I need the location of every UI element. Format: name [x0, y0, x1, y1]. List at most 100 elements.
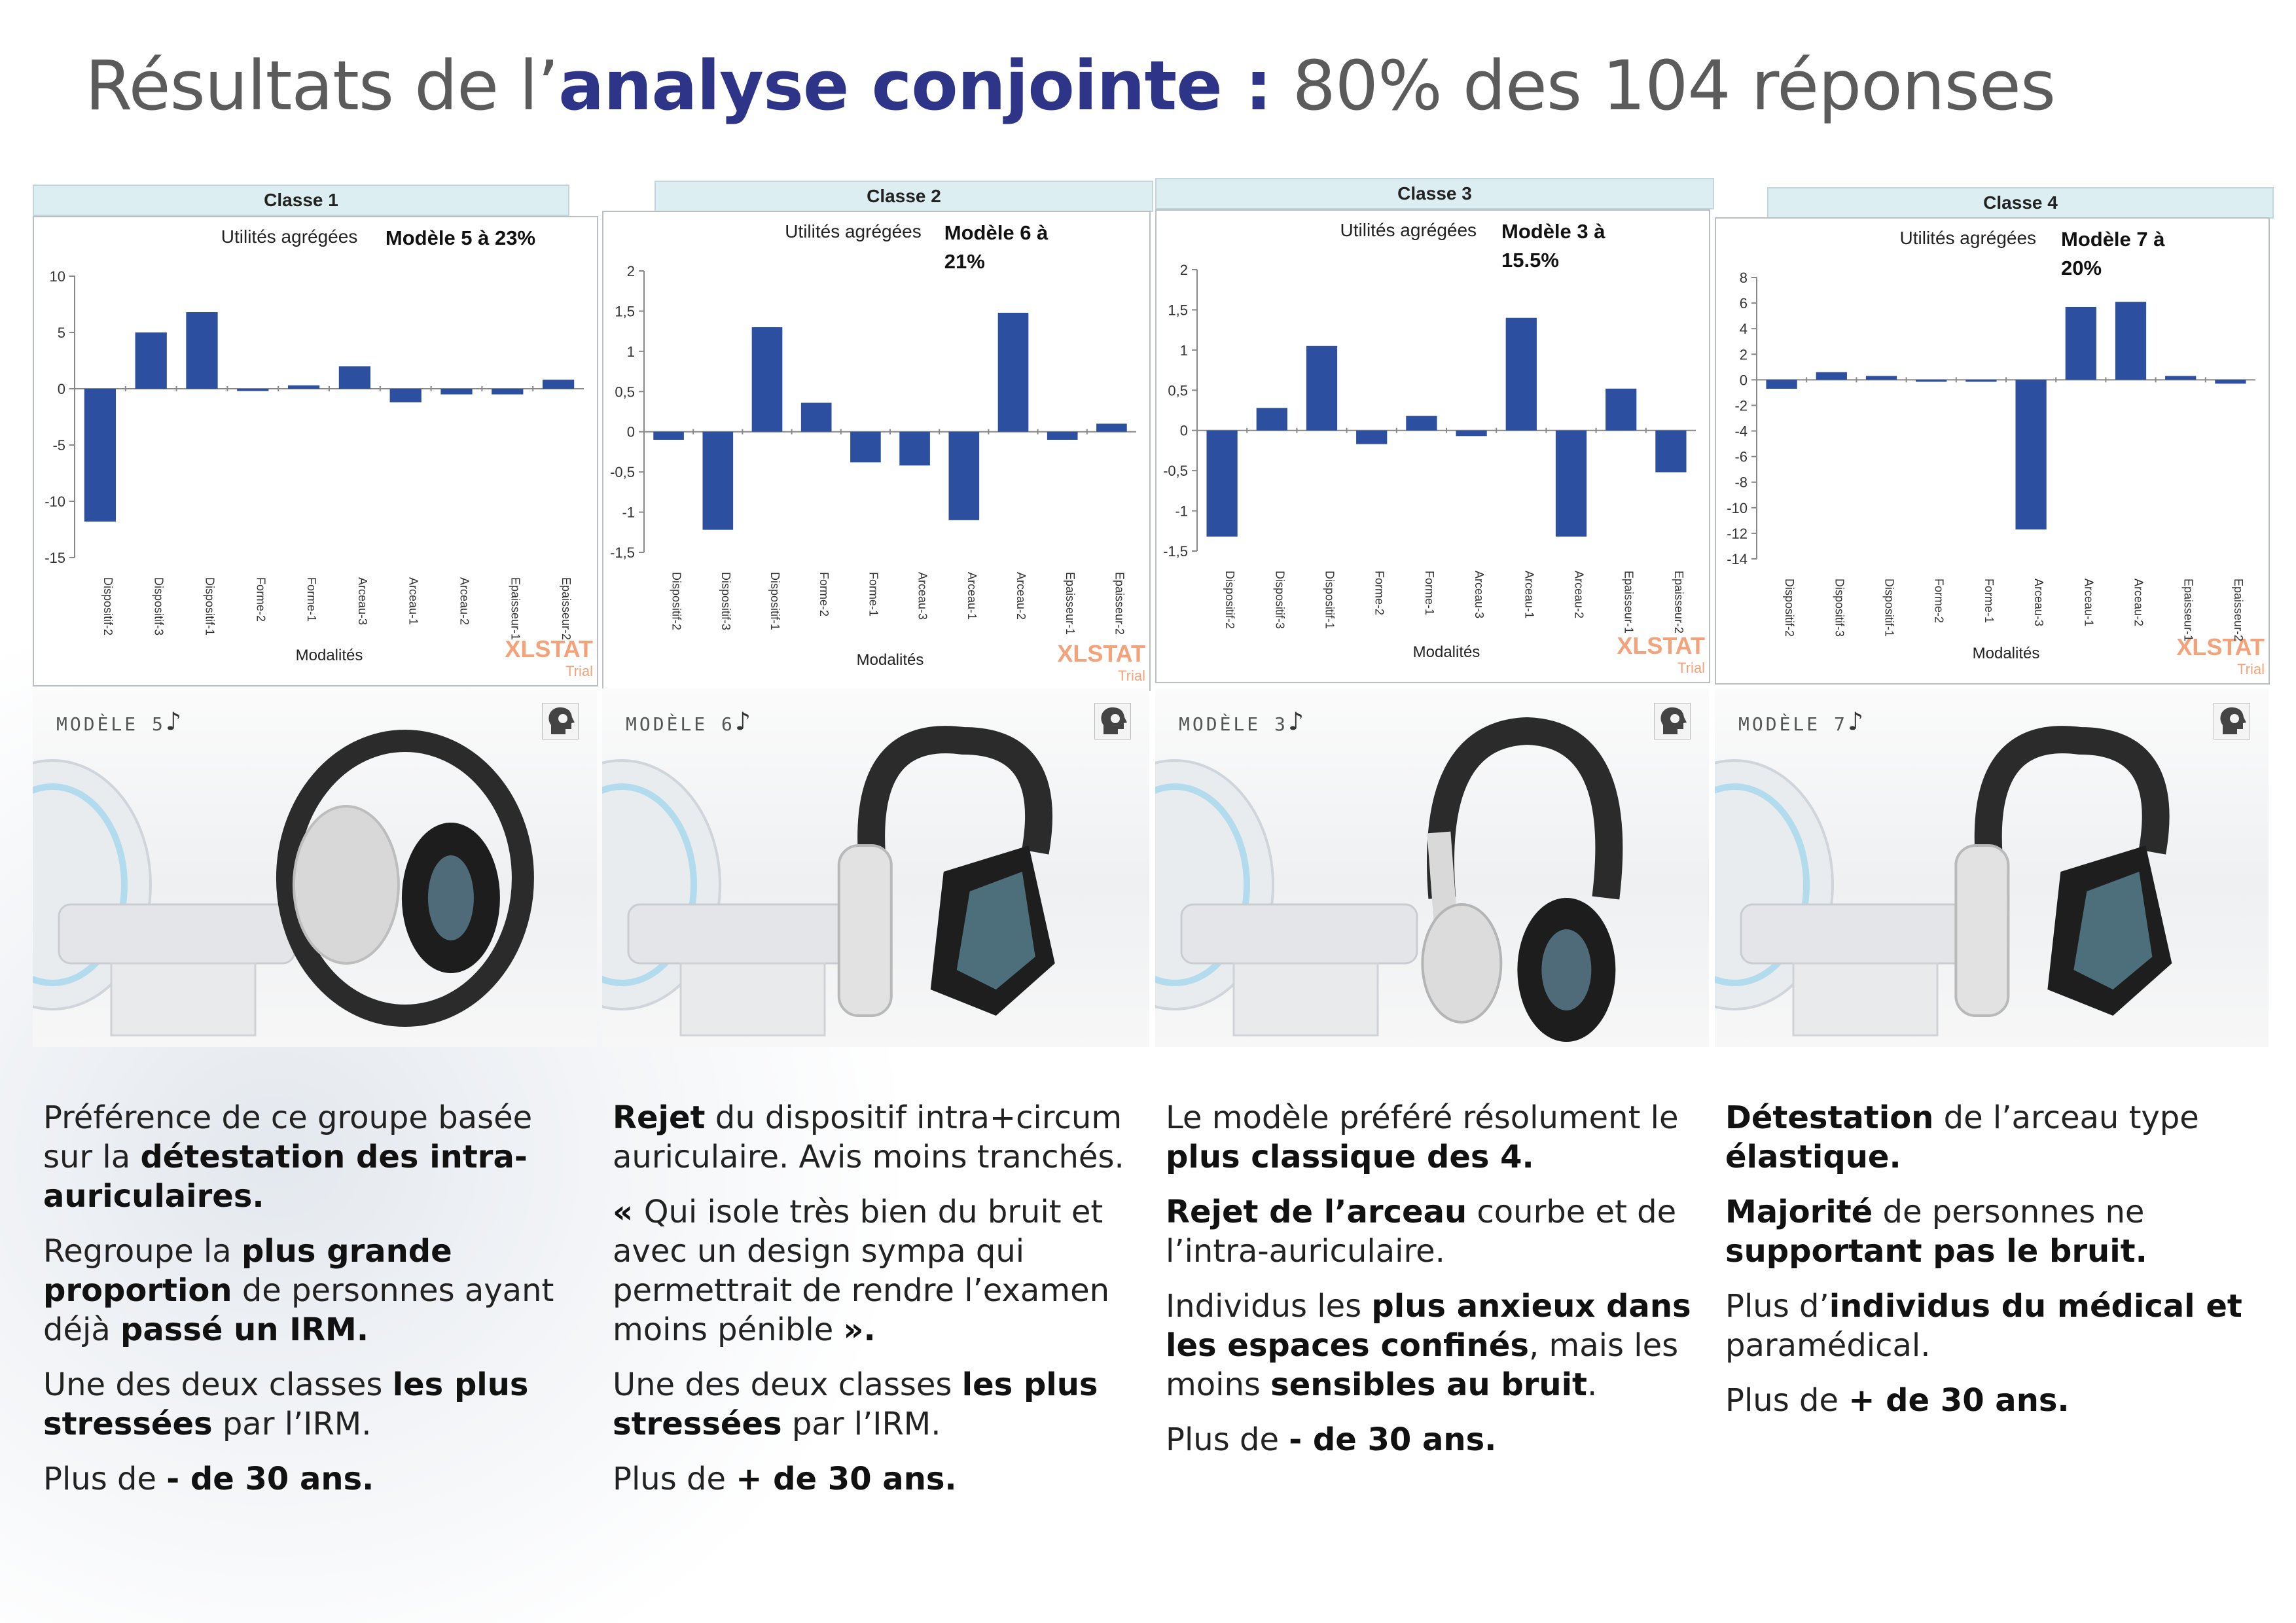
bar: [800, 402, 832, 432]
y-tick-label: 10: [50, 268, 65, 285]
y-tick-label: -14: [1727, 551, 1748, 567]
emphasis-text: passé un IRM.: [120, 1311, 369, 1348]
y-tick-label: 0: [627, 424, 635, 440]
body-text: Regroupe la: [43, 1233, 242, 1270]
headphone-photo: MODÈLE 6♪: [602, 688, 1149, 1047]
y-tick-label: -5: [52, 437, 65, 454]
bar: [186, 312, 218, 389]
xlstat-brand: XLSTAT: [2176, 633, 2265, 660]
music-note-icon: ♪: [1847, 707, 1863, 737]
y-tick-label: 1,5: [615, 303, 635, 319]
y-tick-label: 2: [1180, 262, 1188, 278]
body-text: Une des deux classes: [613, 1366, 962, 1403]
emphasis-text: plus classique des 4.: [1166, 1139, 1534, 1175]
y-tick-label: 5: [58, 325, 65, 341]
body-text: Plus de: [613, 1461, 736, 1497]
emphasis-text: Rejet: [613, 1099, 706, 1136]
description-paragraph: Plus de - de 30 ans.: [43, 1459, 584, 1499]
music-note-icon: ♪: [734, 707, 751, 737]
bar: [237, 389, 269, 391]
model-share-line: Modèle 5 à 23%: [385, 226, 536, 249]
bar: [948, 431, 980, 520]
y-tick-label: -1,5: [1163, 543, 1188, 560]
description-paragraph: Regroupe la plus grande proportion de pe…: [43, 1232, 584, 1349]
chart-title: Utilités agrégées: [221, 226, 358, 247]
description-paragraph: Le modèle préféré résolument le plus cla…: [1166, 1098, 1696, 1177]
class-description: Le modèle préféré résolument le plus cla…: [1166, 1098, 1696, 1475]
description-paragraph: Plus de + de 30 ans.: [613, 1459, 1136, 1499]
emphasis-text: + de 30 ans.: [736, 1461, 957, 1497]
emphasis-text: - de 30 ans.: [1289, 1421, 1497, 1458]
xlstat-brand: XLSTAT: [1617, 632, 1705, 659]
y-tick-label: -1: [1175, 503, 1188, 520]
y-tick-label: 8: [1740, 270, 1748, 286]
emphasis-text: les plus stressées: [613, 1366, 1098, 1442]
class-header: Classe 2: [655, 181, 1153, 212]
x-axis-label: Modalités: [1413, 643, 1480, 661]
xlstat-logo: XLSTAT Trial: [1617, 632, 1705, 679]
body-text: Plus d’: [1725, 1288, 1829, 1325]
y-tick-label: 1: [627, 344, 635, 360]
emphasis-text: plus grande proportion: [43, 1233, 452, 1309]
y-tick-label: 6: [1740, 295, 1748, 312]
bar: [2065, 306, 2096, 380]
x-tick-label: Forme-1: [1982, 579, 1996, 623]
music-note-icon: ♪: [165, 707, 181, 737]
emphasis-text: «: [613, 1194, 644, 1230]
headphone-illustration: [1421, 717, 1623, 1042]
x-tick-label: Arceau-2: [2132, 579, 2145, 626]
x-tick-label: Forme-2: [254, 577, 267, 622]
bar: [850, 431, 881, 463]
bar: [542, 380, 575, 389]
head-profile-icon: [2214, 703, 2250, 740]
headphone-illustration: [1954, 726, 2172, 1017]
model-share-line: 15.5%: [1501, 249, 1559, 272]
bar: [1916, 380, 1947, 382]
model-share-label: Modèle 6 à 21%: [944, 219, 1049, 276]
headphone-photo: MODÈLE 3♪: [1155, 688, 1709, 1047]
model-share-label: Modèle 5 à 23%: [386, 224, 535, 253]
class-header: Classe 4: [1767, 187, 2274, 219]
xlstat-logo: XLSTAT Trial: [1057, 642, 1145, 687]
description-paragraph: Individus les plus anxieux dans les espa…: [1166, 1287, 1696, 1404]
bar-chart: 2 1,5 1 0,5 0 -0,5 -1 -1,5 Dispositif-2 Dispositi…: [1163, 262, 1696, 661]
y-tick-label: -8: [1734, 474, 1748, 491]
xlstat-trial: Trial: [1677, 660, 1705, 676]
bar: [1306, 346, 1338, 431]
x-tick-label: Dispositif-1: [1883, 579, 1896, 637]
model-share-line: Modèle 3 à: [1501, 220, 1605, 243]
x-tick-label: Dispositif-1: [1323, 571, 1336, 629]
y-tick-label: -1: [622, 505, 635, 521]
mri-scanner-illustration: [1155, 717, 1623, 1042]
y-tick-label: 1: [1180, 342, 1188, 359]
y-tick-label: -12: [1727, 526, 1748, 542]
y-tick-label: 1,5: [1168, 302, 1188, 318]
class-description: Détestation de l’arceau type élastique. M…: [1725, 1098, 2255, 1436]
x-tick-label: Epaisseur-2: [2232, 579, 2245, 641]
body-text: Individus les: [1166, 1288, 1372, 1325]
model-share-line: 21%: [944, 250, 985, 273]
y-tick-label: 2: [627, 263, 635, 279]
y-tick-label: 0,5: [1168, 382, 1188, 399]
description-paragraph: Plus de + de 30 ans.: [1725, 1381, 2255, 1420]
bar: [1766, 380, 1797, 389]
body-text: Plus de: [43, 1461, 167, 1497]
emphasis-text: supportant pas le bruit.: [1725, 1233, 2147, 1270]
description-paragraph: Rejet du dispositif intra+circum auricul…: [613, 1098, 1136, 1177]
bar: [1655, 430, 1687, 473]
x-tick-label: Dispositif-2: [101, 577, 115, 635]
page-title: Résultats de l’analyse conjointe : 80% d…: [85, 46, 2056, 126]
x-tick-label: Arceau-2: [1573, 571, 1586, 618]
y-tick-label: -4: [1734, 423, 1748, 440]
bar: [492, 389, 524, 395]
x-tick-label: Forme-2: [817, 572, 831, 616]
description-paragraph: Plus d’individus du médical et paramédic…: [1725, 1287, 2255, 1365]
body-text: Plus de: [1725, 1382, 1849, 1419]
y-tick-label: -6: [1734, 449, 1748, 465]
y-tick-label: -0,5: [1163, 463, 1188, 479]
body-text: de personnes ne: [1873, 1194, 2145, 1230]
y-tick-label: 0: [58, 381, 65, 397]
description-paragraph: Majorité de personnes ne supportant pas …: [1725, 1192, 2255, 1271]
x-tick-label: Dispositif-1: [204, 577, 217, 635]
y-tick-label: -15: [45, 550, 65, 566]
